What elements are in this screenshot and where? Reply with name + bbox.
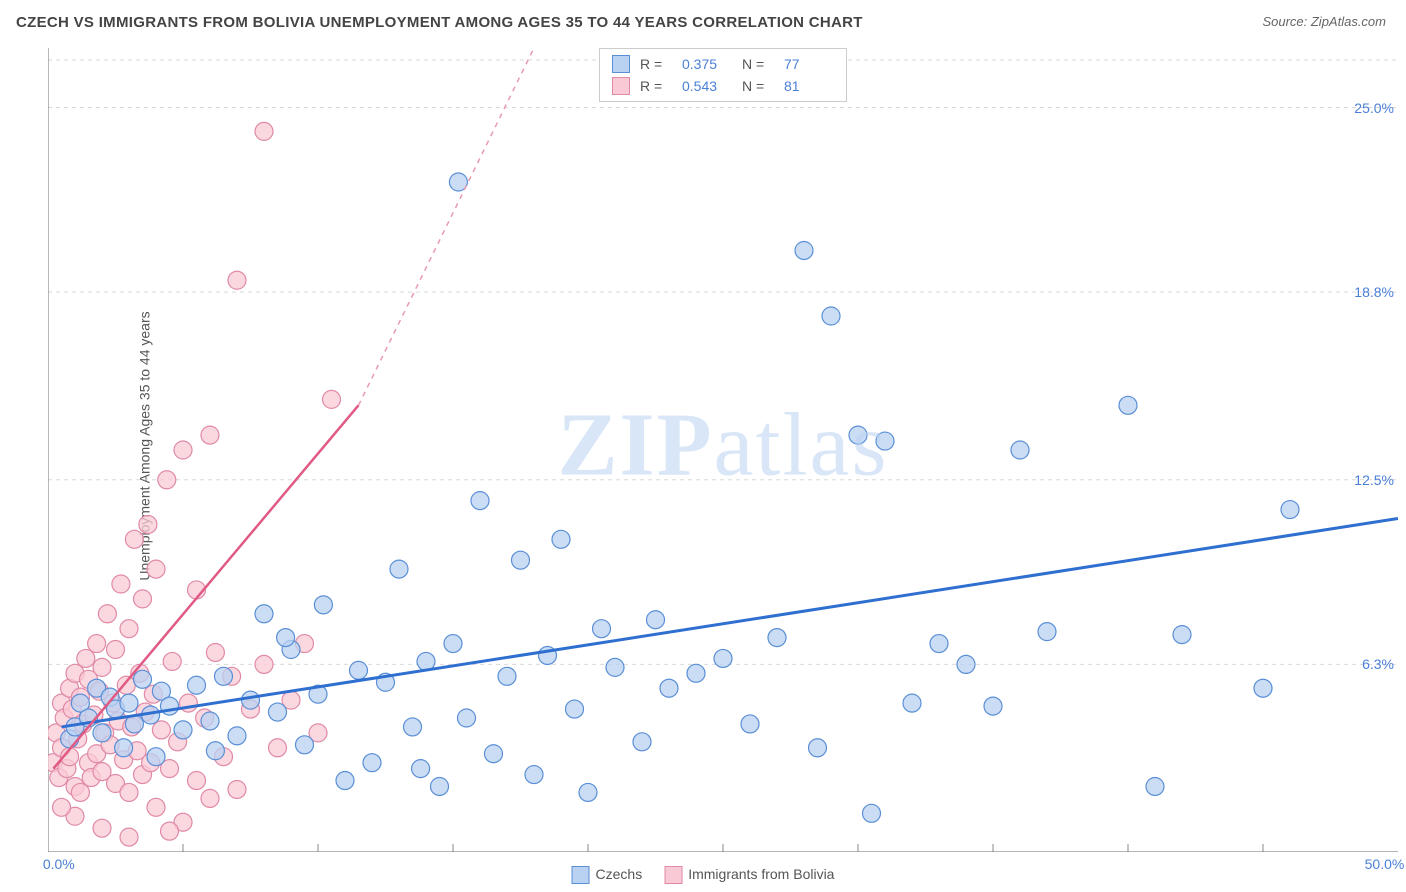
y-axis-labels: 6.3% 12.5% 18.8% 25.0% <box>1340 48 1400 852</box>
chart-container: CZECH VS IMMIGRANTS FROM BOLIVIA UNEMPLO… <box>0 0 1406 892</box>
r-value-czechs: 0.375 <box>682 56 732 72</box>
r-label: R = <box>640 78 672 94</box>
n-value-czechs: 77 <box>784 56 834 72</box>
legend-label-bolivia: Immigrants from Bolivia <box>688 866 834 882</box>
r-value-bolivia: 0.543 <box>682 78 732 94</box>
series-legend: Czechs Immigrants from Bolivia <box>572 866 835 884</box>
swatch-pink-icon <box>664 866 682 884</box>
n-label: N = <box>742 78 774 94</box>
source-label: Source: <box>1262 14 1310 29</box>
swatch-blue-icon <box>572 866 590 884</box>
source-attribution: Source: ZipAtlas.com <box>1262 14 1386 29</box>
swatch-blue-icon <box>612 55 630 73</box>
legend-item-czechs: Czechs <box>572 866 643 884</box>
r-label: R = <box>640 56 672 72</box>
correlation-legend: R = 0.375 N = 77 R = 0.543 N = 81 <box>599 48 847 102</box>
legend-row-bolivia: R = 0.543 N = 81 <box>612 75 834 97</box>
y-tick-label: 12.5% <box>1354 472 1394 488</box>
n-value-bolivia: 81 <box>784 78 834 94</box>
n-label: N = <box>742 56 774 72</box>
legend-item-bolivia: Immigrants from Bolivia <box>664 866 834 884</box>
y-tick-label: 18.8% <box>1354 284 1394 300</box>
legend-row-czechs: R = 0.375 N = 77 <box>612 53 834 75</box>
source-value: ZipAtlas.com <box>1311 14 1386 29</box>
plot-area: ZIPatlas R = 0.375 N = 77 R = 0.543 N = … <box>48 48 1398 852</box>
chart-title: CZECH VS IMMIGRANTS FROM BOLIVIA UNEMPLO… <box>16 14 863 31</box>
y-tick-label: 25.0% <box>1354 100 1394 116</box>
scatter-svg <box>48 48 1398 852</box>
legend-label-czechs: Czechs <box>596 866 643 882</box>
x-max-label: 50.0% <box>1365 856 1405 872</box>
x-min-label: 0.0% <box>43 856 75 872</box>
y-tick-label: 6.3% <box>1362 656 1394 672</box>
swatch-pink-icon <box>612 77 630 95</box>
